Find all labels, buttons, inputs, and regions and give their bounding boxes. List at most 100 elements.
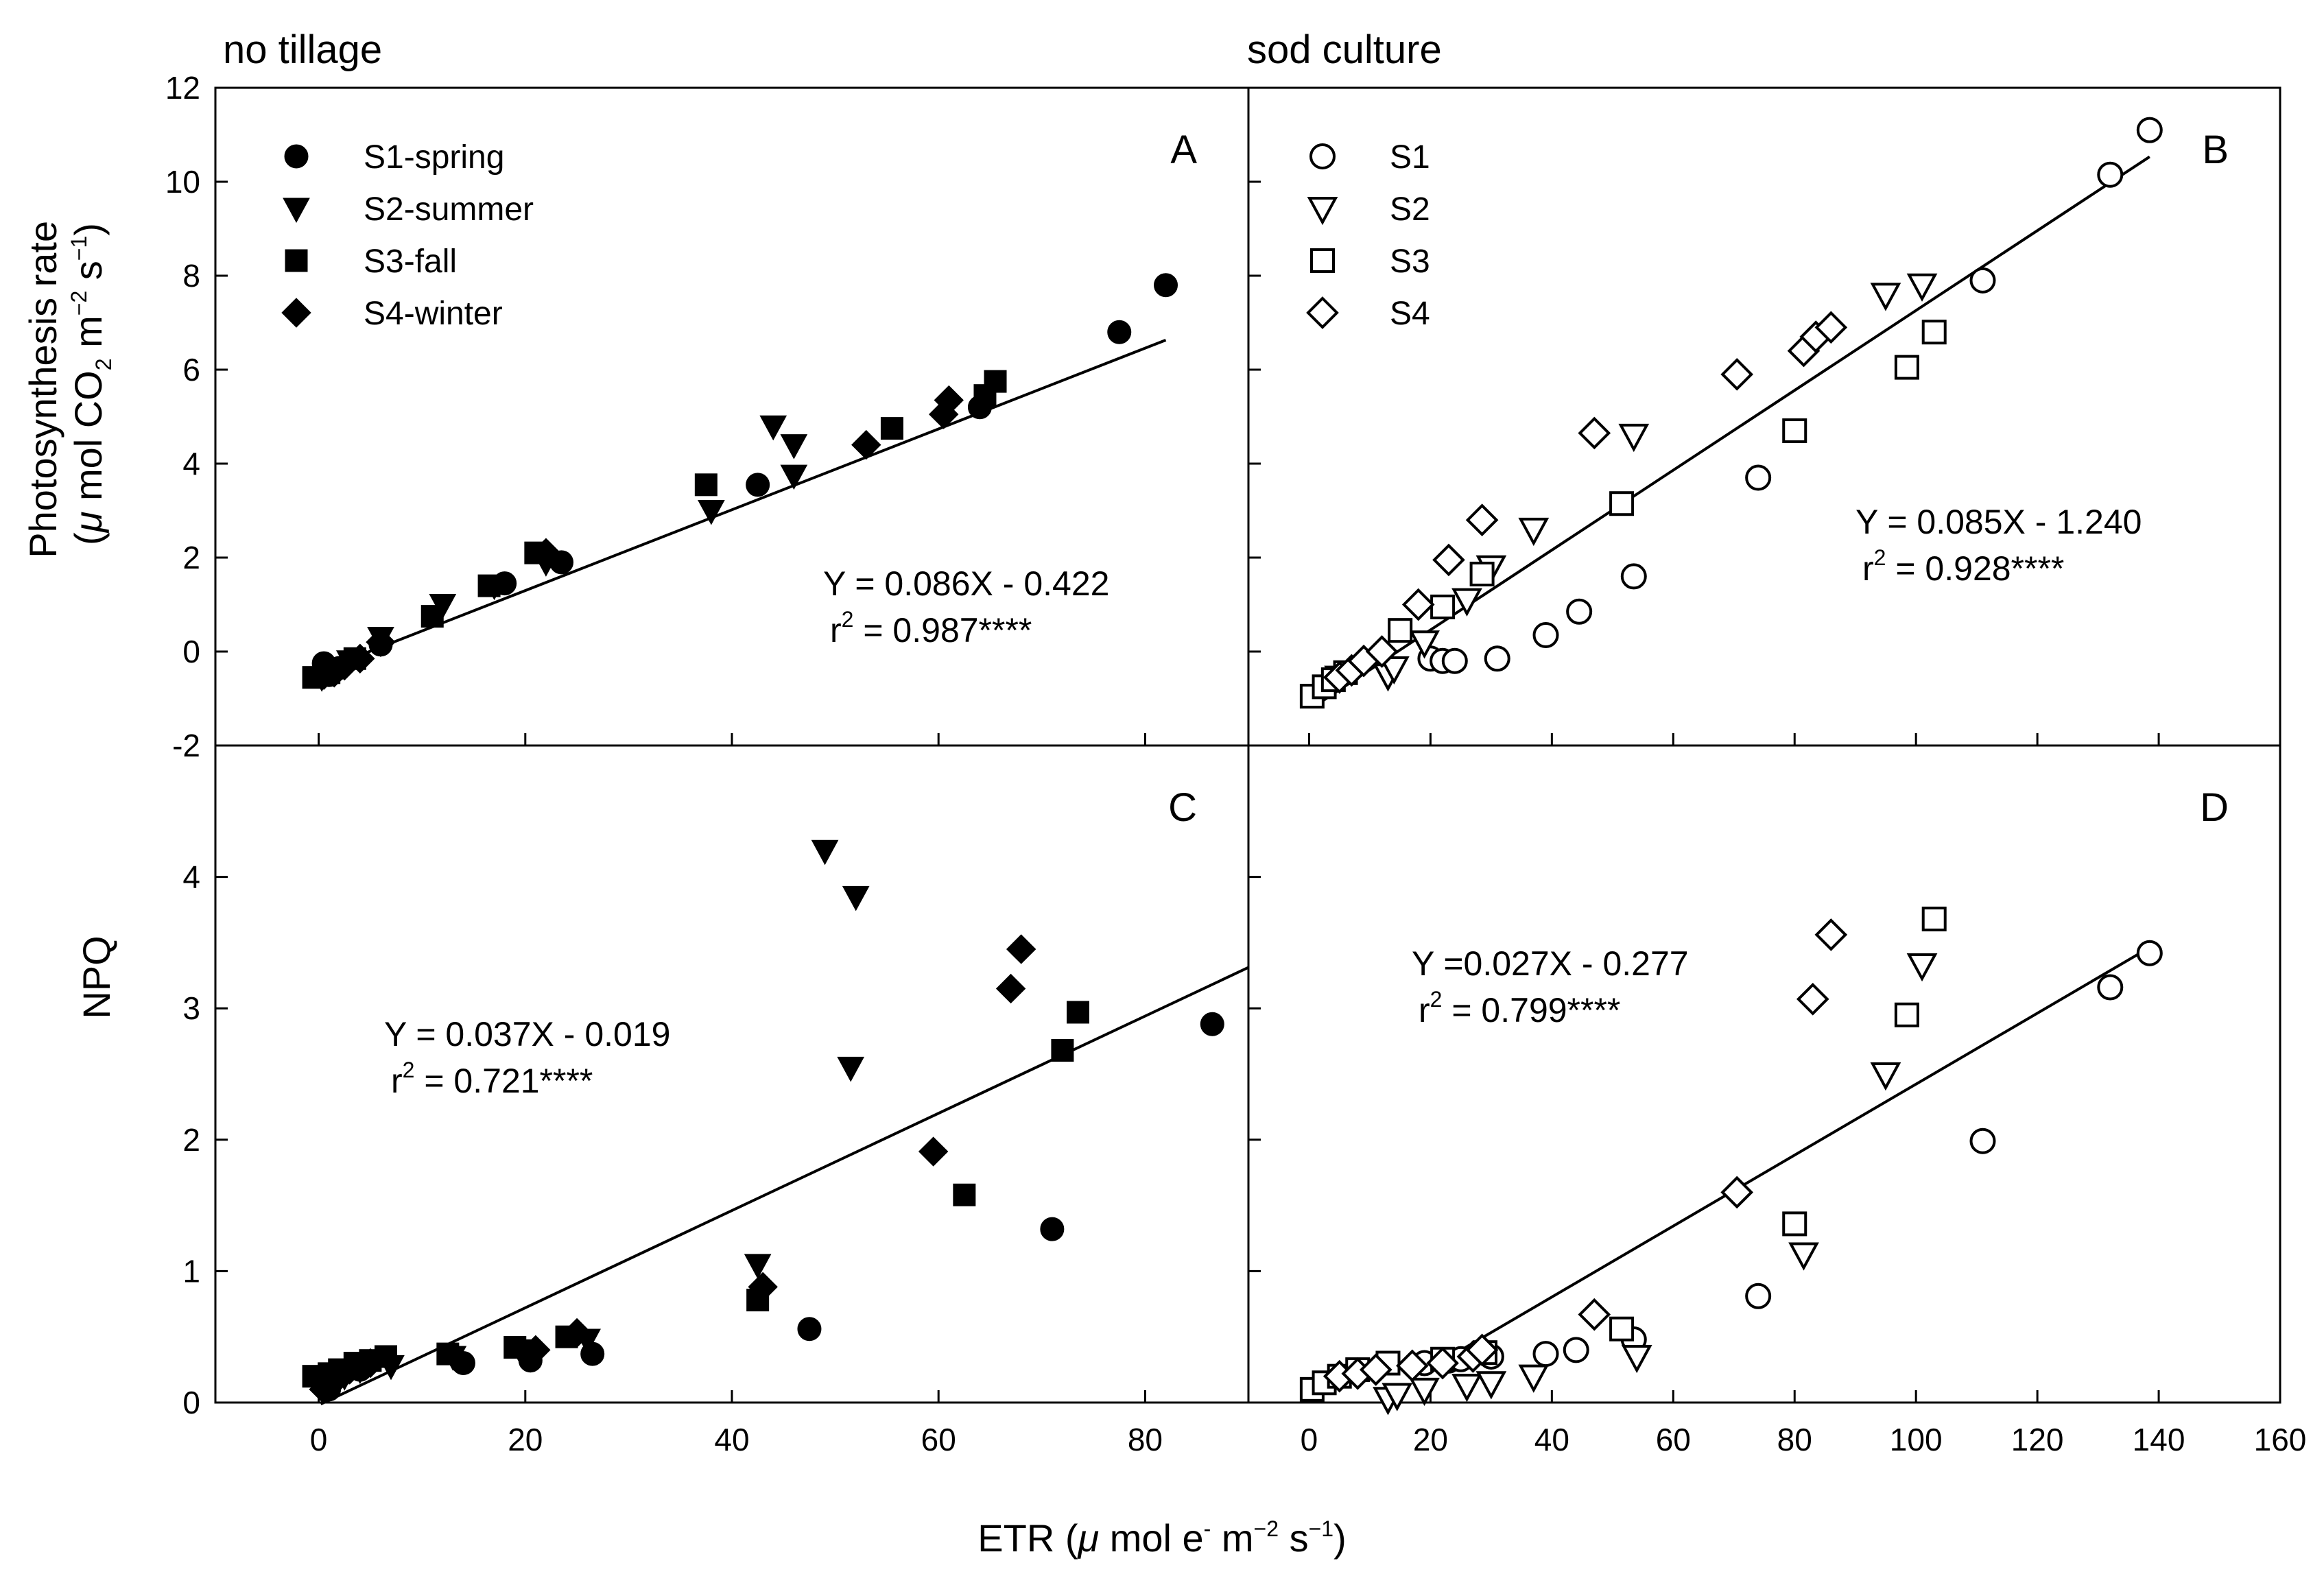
legend-marker-triangle-down <box>1307 197 1338 226</box>
data-point-diamond <box>1720 358 1754 391</box>
x-axis-title-etr: ETR (μ mol e- m−2 s−1) <box>977 1516 1346 1560</box>
data-point-square <box>1430 594 1456 619</box>
x-tick-label: 60 <box>921 1422 956 1457</box>
x-tick-label: 100 <box>1890 1422 1943 1457</box>
data-point-triangle-down <box>842 885 870 911</box>
x-tick-label: 0 <box>1301 1422 1318 1457</box>
y-tick-label: 6 <box>182 352 200 387</box>
panel-b: B Y = 0.085X - 1.240 r2 = 0.928**** S1 S2 S3 S… <box>1247 86 2281 747</box>
data-point-circle <box>1745 464 1772 491</box>
fit-r-squared: r2 = 0.987**** <box>830 607 1032 649</box>
y-tick-label: 2 <box>182 1122 200 1158</box>
regression-line <box>1423 946 2150 1373</box>
legend-marker-triangle-down <box>283 198 310 224</box>
y-tick-label: -2 <box>172 728 200 763</box>
data-point-circle <box>1154 273 1178 298</box>
data-point-diamond <box>355 1348 386 1379</box>
data-point-square <box>1782 418 1807 444</box>
legend-marker-diamond <box>281 298 311 328</box>
data-point-triangle-down <box>1621 1344 1652 1374</box>
data-point-circle <box>1441 647 1468 674</box>
fit-equation: Y = 0.086X - 0.422 <box>823 564 1109 603</box>
legend-marker-square <box>1310 248 1335 273</box>
x-tick-label: 160 <box>2254 1422 2307 1457</box>
data-point-circle <box>797 1317 822 1342</box>
panel-letter: A <box>1170 128 1197 172</box>
data-point-circle <box>1969 267 1996 294</box>
data-point-square <box>420 605 444 628</box>
data-point-triangle-down <box>837 1056 865 1082</box>
legend-marker-circle <box>1309 143 1336 169</box>
data-point-triangle-down <box>1409 1377 1440 1407</box>
data-point-square <box>1894 355 1919 380</box>
x-tick-label: 140 <box>2133 1422 2185 1457</box>
data-point-circle <box>1532 1341 1559 1368</box>
x-tick-label: 40 <box>1534 1422 1569 1457</box>
data-point-diamond <box>851 429 881 460</box>
panel-letter: D <box>2200 785 2229 830</box>
data-point-circle <box>1969 1128 1996 1154</box>
data-point-square <box>1921 906 1947 931</box>
data-point-diamond <box>1006 934 1036 964</box>
data-point-triangle-down <box>1788 1242 1819 1271</box>
data-point-circle <box>1040 1217 1065 1241</box>
x-tick-label: 40 <box>714 1422 749 1457</box>
data-point-triangle-down <box>1906 953 1938 982</box>
fit-r-squared: r2 = 0.721**** <box>391 1058 593 1100</box>
data-point-circle <box>2136 940 2163 966</box>
data-point-square <box>503 1336 527 1359</box>
data-point-circle <box>1200 1012 1224 1036</box>
legend-label: S1-spring <box>364 139 504 176</box>
x-tick-label: 20 <box>1413 1422 1448 1457</box>
data-point-diamond <box>1796 982 1829 1016</box>
data-point-circle <box>1107 320 1132 344</box>
data-point-diamond <box>1396 1349 1429 1383</box>
y-tick-label: 3 <box>182 990 200 1026</box>
data-point-diamond <box>748 1272 778 1302</box>
data-point-square <box>1067 1001 1090 1024</box>
data-point-triangle-down <box>780 464 808 490</box>
fit-equation: Y = 0.037X - 0.019 <box>384 1015 670 1053</box>
fit-r-squared: r2 = 0.928**** <box>1862 545 2064 588</box>
data-point-diamond <box>366 627 396 658</box>
data-point-triangle-down <box>1475 1371 1507 1400</box>
y-tick-label: 2 <box>182 540 200 575</box>
data-point-square <box>477 574 501 597</box>
data-point-square <box>984 370 1007 393</box>
data-point-square <box>880 417 903 440</box>
data-point-square <box>1609 491 1635 516</box>
data-point-diamond <box>1814 311 1848 344</box>
data-point-circle <box>1532 622 1559 649</box>
data-point-diamond <box>531 538 561 568</box>
regression-line <box>313 338 1167 675</box>
data-point-triangle-down <box>698 500 725 525</box>
data-point-triangle-down <box>1870 283 1901 311</box>
data-point-diamond <box>918 1136 949 1167</box>
data-point-triangle-down <box>1451 1374 1482 1403</box>
x-tick-label: 120 <box>2011 1422 2064 1457</box>
data-point-triangle-down <box>744 1254 772 1279</box>
y-tick-label: 10 <box>165 164 200 200</box>
data-point-square <box>694 473 718 497</box>
y-tick-label: 8 <box>182 258 200 294</box>
data-point-diamond <box>1814 918 1848 951</box>
data-point-triangle-down <box>811 839 839 866</box>
regression-line <box>1314 155 2150 707</box>
data-point-triangle-down <box>1451 588 1482 617</box>
data-point-square <box>1894 1002 1919 1027</box>
panel-letter: C <box>1168 785 1197 830</box>
legend-marker-square <box>285 249 308 272</box>
data-point-square <box>1782 1211 1807 1237</box>
data-point-diamond <box>1432 543 1465 577</box>
fit-equation: Y = 0.085X - 1.240 <box>1855 503 2142 541</box>
data-point-square <box>436 1342 460 1366</box>
y-tick-label: 4 <box>182 859 200 895</box>
panel-letter: B <box>2202 128 2229 172</box>
data-point-diamond <box>1578 416 1611 450</box>
data-point-diamond <box>1465 503 1499 537</box>
data-point-triangle-down <box>759 415 787 441</box>
data-point-diamond <box>1365 635 1399 668</box>
column-title-no-tillage: no tillage <box>223 27 382 72</box>
x-tick-label: 20 <box>508 1422 543 1457</box>
